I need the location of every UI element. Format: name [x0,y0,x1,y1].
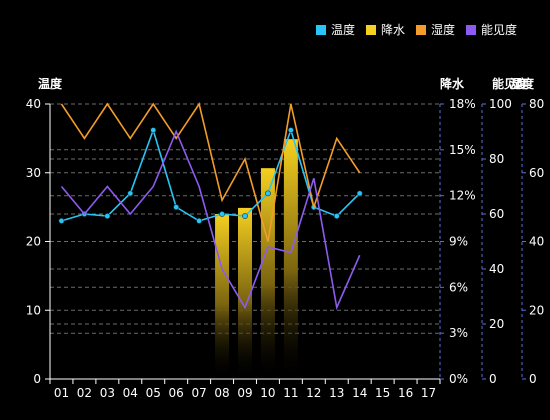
legend-swatch [466,25,476,35]
legend-swatch [416,25,426,35]
series-marker [356,190,363,197]
y-tick-label-visibility: 20 [489,317,504,331]
series-marker [173,204,180,211]
series-line [61,127,361,222]
x-tick-label: 15 [375,386,390,400]
legend-swatch [366,25,376,35]
axes: 01 02 03 04 05 06 07 08 09 10 11 12 13 14 15 16 17 温度 0 10 2… [26,76,545,400]
x-tick-label: 12 [306,386,321,400]
x-tick-label: 08 [214,386,229,400]
grid-layer [50,103,440,334]
y-tick-label-precipitation: 0% [449,372,468,386]
x-tick-label: 05 [146,386,161,400]
series-marker [265,190,271,197]
precipitation-bars [215,139,298,379]
legend-label: 降水 [381,23,405,37]
y-tick-label-visibility: 80 [489,152,504,166]
x-tick-label: 10 [260,386,275,400]
y-tick-label-visibility: 40 [489,262,504,276]
legend-item[interactable]: 能见度 [466,22,517,37]
y-tick-label-precipitation: 3% [449,326,468,340]
precipitation-bar [238,207,252,379]
y-tick-label-temperature: 0 [33,372,41,386]
series-marker [104,213,111,219]
legend-label: 湿度 [431,22,455,37]
line-series [58,102,363,311]
y-tick-label-visibility: 0 [489,372,497,386]
y-tick-label-precipitation: 9% [449,235,468,249]
y-tick-label-temperature: 40 [26,97,41,111]
y-axis-title-precipitation: 降水 [440,76,465,91]
series-marker [242,213,248,219]
series-marker [196,217,203,224]
legend-swatch [316,25,326,35]
y-tick-label-visibility: 100 [489,97,512,111]
series-marker [127,190,134,197]
series-marker [219,211,225,217]
x-tick-label: 01 [54,386,69,400]
y-tick-label-precipitation: 18% [449,97,476,111]
series-marker [58,217,65,224]
y-tick-label-humidity: 80 [529,97,544,111]
x-tick-label: 09 [237,386,252,400]
y-tick-label-visibility: 60 [489,207,504,221]
x-tick-label: 14 [352,386,367,400]
legend[interactable]: 温度 降水 湿度 能见度 [316,22,517,37]
y-tick-label-temperature: 20 [26,235,41,249]
legend-item[interactable]: 温度 [316,22,355,37]
legend-item[interactable]: 降水 [366,23,405,37]
y-axis-title-temperature: 温度 [38,76,63,91]
legend-item[interactable]: 湿度 [416,22,455,37]
y-tick-label-temperature: 30 [26,166,41,180]
series-line [60,129,361,311]
legend-label: 能见度 [481,22,517,37]
x-tick-label: 06 [169,386,184,400]
y-tick-label-temperature: 10 [26,303,41,317]
y-tick-label-humidity: 40 [529,235,544,249]
precipitation-bar [215,214,230,379]
precipitation-bar [260,168,275,379]
y-axis-title-humidity: 湿度 [510,76,535,91]
y-axis-title-visibility: 能见度 [492,76,529,91]
y-tick-label-precipitation: 12% [449,189,476,203]
y-tick-label-humidity: 0 [529,372,537,386]
y-tick-label-humidity: 20 [529,303,544,317]
x-tick-label: 03 [100,386,115,400]
y-tick-label-precipitation: 15% [449,143,476,157]
x-tick-label: 07 [191,386,206,400]
x-tick-label: 04 [123,386,138,400]
legend-label: 温度 [331,22,355,37]
y-tick-label-humidity: 60 [529,166,544,180]
series-marker [150,127,157,134]
x-tick-label: 11 [283,386,298,400]
series-marker [287,127,294,134]
x-tick-label: 17 [421,386,436,400]
x-tick-label: 16 [398,386,413,400]
x-tick-label: 02 [77,386,92,400]
series-marker [333,213,340,219]
y-tick-label-precipitation: 6% [449,280,468,294]
precipitation-bar [283,139,298,379]
x-tick-label: 13 [329,386,344,400]
